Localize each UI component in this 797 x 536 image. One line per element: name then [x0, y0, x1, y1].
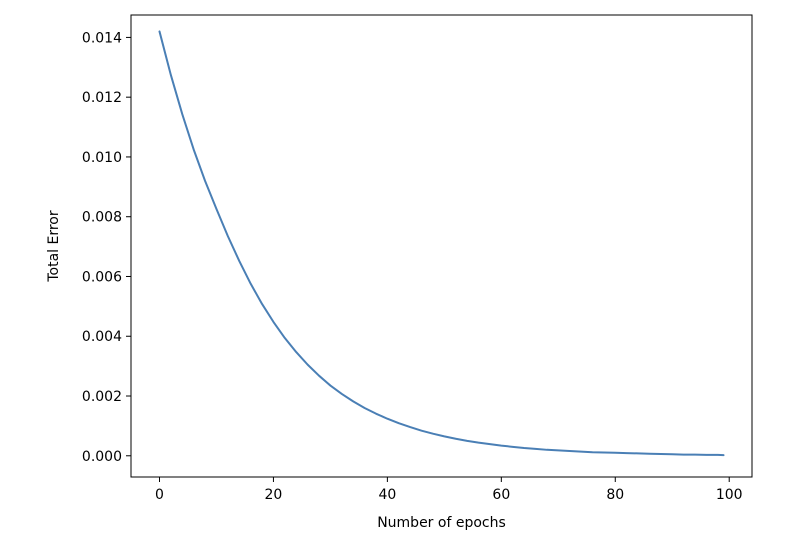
x-tick-label: 80 — [606, 487, 624, 503]
y-axis-label: Total Error — [46, 210, 62, 283]
x-tick-label: 100 — [716, 487, 743, 503]
series-line-0 — [158, 30, 725, 457]
x-tick-label: 40 — [378, 487, 396, 503]
y-tick-label: 0.012 — [82, 90, 122, 106]
y-tick-label: 0.008 — [82, 210, 122, 226]
x-axis-label: Number of epochs — [377, 515, 506, 531]
y-axis-ticks: 0.000 0.002 0.004 0.006 0.008 0.010 0.012 0.014 — [82, 30, 131, 465]
x-axis-ticks: 0 20 40 60 80 100 — [155, 477, 743, 503]
x-tick-label: 0 — [155, 487, 164, 503]
plot-area — [130, 14, 753, 478]
plot-frame — [130, 14, 753, 478]
y-tick-label: 0.010 — [82, 150, 122, 166]
x-tick-label: 60 — [492, 487, 510, 503]
y-tick-label: 0.004 — [82, 329, 122, 345]
y-tick-label: 0.000 — [82, 449, 122, 465]
y-tick-label: 0.002 — [82, 389, 122, 405]
x-tick-label: 20 — [265, 487, 283, 503]
y-tick-label: 0.014 — [82, 30, 122, 46]
y-tick-label: 0.006 — [82, 269, 122, 285]
